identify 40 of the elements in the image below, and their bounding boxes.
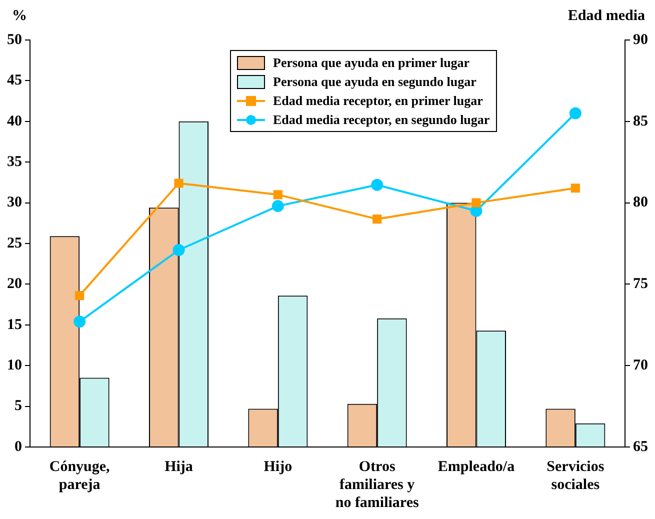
x-tick-label: Hijo (264, 458, 292, 475)
x-tick-label: Otros familiares y no familiares (335, 458, 419, 511)
y-tick-label: 25 (7, 235, 22, 252)
x-tick-label: Hija (164, 458, 194, 475)
y-tick-label: 40 (7, 113, 22, 130)
y2-tick-label: 75 (633, 276, 648, 292)
point (570, 184, 580, 193)
point (472, 198, 481, 208)
y2-tick-label: 70 (633, 357, 648, 374)
y-tick-label: 45 (7, 72, 22, 89)
point (75, 291, 84, 300)
y2-tick-label: 80 (633, 194, 648, 211)
y2-axis-title: Edad media (568, 8, 645, 25)
legend-label: Edad media receptor, en primer lugar (273, 92, 483, 108)
legend-label: Persona que ayuda en segundo lugar (273, 74, 476, 90)
x-tick-label: Empleado/a (438, 458, 516, 475)
x-tick-label: Servicios sociales (546, 458, 604, 493)
y-tick-label: 10 (7, 357, 22, 374)
point (371, 178, 384, 191)
x-tick-label: Cónyuge, pareja (49, 458, 110, 493)
legend-label: Edad media receptor, en segundo lugar (273, 112, 490, 128)
y2-tick-label: 85 (633, 113, 648, 130)
point (272, 200, 284, 212)
y-axis-title: % (12, 8, 27, 25)
point (174, 178, 184, 188)
y-tick-label: 35 (7, 154, 22, 170)
legend-label: Persona que ayuda en primer lugar (273, 54, 470, 70)
y2-tick-label: 90 (633, 32, 648, 48)
y-tick-label: 15 (7, 316, 22, 333)
point (172, 244, 185, 256)
y-tick-label: 30 (7, 194, 22, 211)
point (273, 190, 282, 200)
y-tick-label: 0 (14, 438, 22, 455)
point (372, 214, 382, 224)
y-tick-label: 20 (7, 276, 22, 292)
point (74, 316, 86, 328)
y-tick-label: 5 (14, 398, 22, 414)
y-tick-label: 50 (7, 32, 22, 48)
y2-tick-label: 65 (633, 438, 648, 455)
point (569, 107, 582, 120)
